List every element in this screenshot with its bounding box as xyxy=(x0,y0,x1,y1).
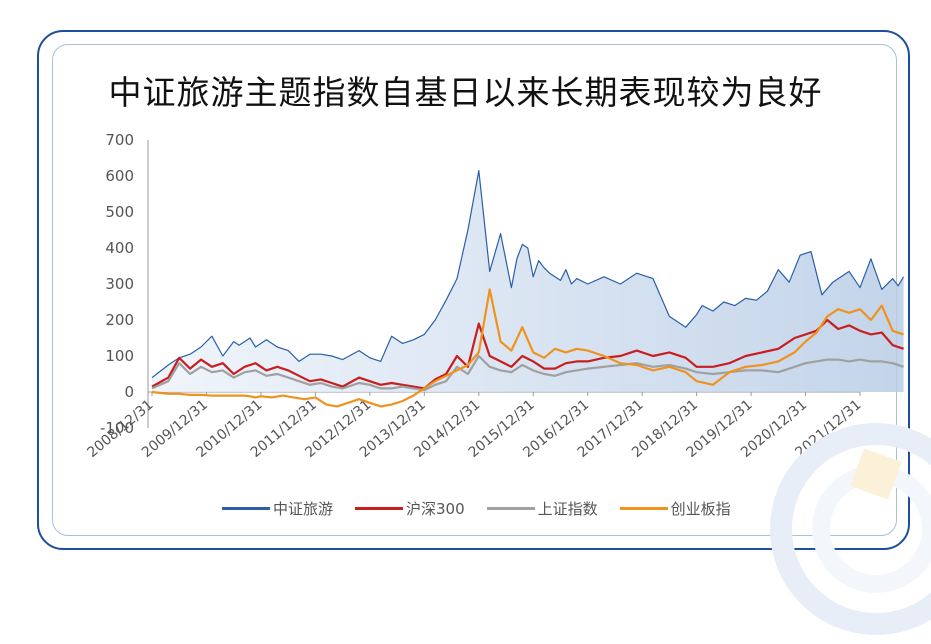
legend-item-sse: 上证指数 xyxy=(486,498,598,519)
area-fill-group xyxy=(152,170,904,392)
series-line-2 xyxy=(151,354,904,392)
chart-title: 中证旅游主题指数自基日以来长期表现较为良好 xyxy=(108,73,823,112)
series-line-0 xyxy=(151,170,905,379)
legend-label: 中证旅游 xyxy=(273,500,334,518)
series-line-3 xyxy=(151,288,904,408)
series-line-1 xyxy=(151,318,904,390)
y-tick-label: 0 xyxy=(124,383,134,401)
legend-label: 沪深300 xyxy=(406,500,465,518)
chart-legend: 中证旅游 沪深300 上证指数 创业板指 xyxy=(222,498,753,519)
x-axis: 2008/12/312009/12/312010/12/312011/12/31… xyxy=(84,391,865,461)
legend-swatch-blue xyxy=(222,507,270,510)
legend-swatch-orange xyxy=(619,507,668,510)
legend-swatch-red xyxy=(355,507,404,510)
legend-label: 上证指数 xyxy=(537,500,598,518)
y-tick-label: 600 xyxy=(105,167,134,185)
outer-frame xyxy=(37,30,910,550)
y-tick-label: 500 xyxy=(105,203,134,221)
legend-item-hs300: 沪深300 xyxy=(355,498,465,519)
y-tick-label: 200 xyxy=(105,311,134,329)
legend-item-chinext: 创业板指 xyxy=(619,498,731,519)
y-tick-label: -100 xyxy=(100,419,134,437)
y-tick-label: 100 xyxy=(105,347,134,365)
legend-item-zhengquan-travel: 中证旅游 xyxy=(222,498,333,519)
legend-swatch-gray xyxy=(486,507,535,510)
logo-watermark-icon xyxy=(770,423,931,635)
y-tick-label: 300 xyxy=(105,275,134,293)
y-axis: -100 0 100 200 300 400 500 600 700 xyxy=(100,131,149,437)
series-area-fill xyxy=(152,170,904,392)
legend-label: 创业板指 xyxy=(670,500,731,518)
y-tick-label: 700 xyxy=(105,131,134,149)
y-tick-label: 400 xyxy=(105,239,134,257)
series-lines xyxy=(151,170,905,408)
line-chart: -100 0 100 200 300 400 500 600 700 2008/12/31200… xyxy=(84,131,905,461)
